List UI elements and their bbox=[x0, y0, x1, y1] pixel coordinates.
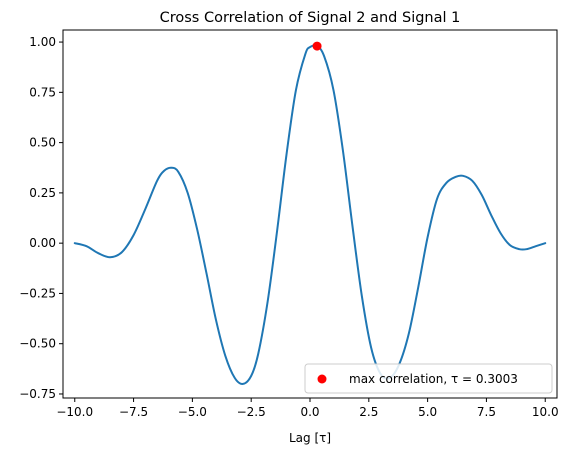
y-tick-label: 0.75 bbox=[29, 85, 56, 99]
y-tick-label: −0.50 bbox=[19, 337, 56, 351]
x-tick-label: −10.0 bbox=[56, 405, 93, 419]
x-tick-label: 2.5 bbox=[359, 405, 378, 419]
cross-correlation-line bbox=[75, 45, 545, 384]
x-tick-label: 10.0 bbox=[532, 405, 559, 419]
x-axis-ticks: −10.0 −7.5 −5.0 −2.5 0.0 2.5 5.0 7.5 10.0 bbox=[56, 398, 558, 419]
chart-title: Cross Correlation of Signal 2 and Signal… bbox=[160, 10, 461, 26]
y-tick-label: −0.75 bbox=[19, 387, 56, 401]
y-axis-ticks: −0.75 −0.50 −0.25 0.00 0.25 0.50 0.75 1.00 bbox=[19, 35, 63, 401]
x-tick-label: −5.0 bbox=[178, 405, 207, 419]
y-tick-label: 0.00 bbox=[29, 236, 56, 250]
legend-marker bbox=[318, 375, 327, 384]
y-tick-label: 0.50 bbox=[29, 136, 56, 150]
x-tick-label: 5.0 bbox=[418, 405, 437, 419]
plot-frame bbox=[63, 30, 557, 398]
x-tick-label: 7.5 bbox=[477, 405, 496, 419]
x-tick-label: 0.0 bbox=[300, 405, 319, 419]
max-correlation-marker bbox=[313, 42, 322, 51]
legend-label: max correlation, τ = 0.3003 bbox=[349, 372, 518, 386]
y-tick-label: −0.25 bbox=[19, 286, 56, 300]
y-tick-label: 1.00 bbox=[29, 35, 56, 49]
x-tick-label: −7.5 bbox=[119, 405, 148, 419]
x-axis-label: Lag [τ] bbox=[289, 431, 331, 445]
legend: max correlation, τ = 0.3003 bbox=[305, 364, 552, 393]
x-tick-label: −2.5 bbox=[237, 405, 266, 419]
y-tick-label: 0.25 bbox=[29, 186, 56, 200]
